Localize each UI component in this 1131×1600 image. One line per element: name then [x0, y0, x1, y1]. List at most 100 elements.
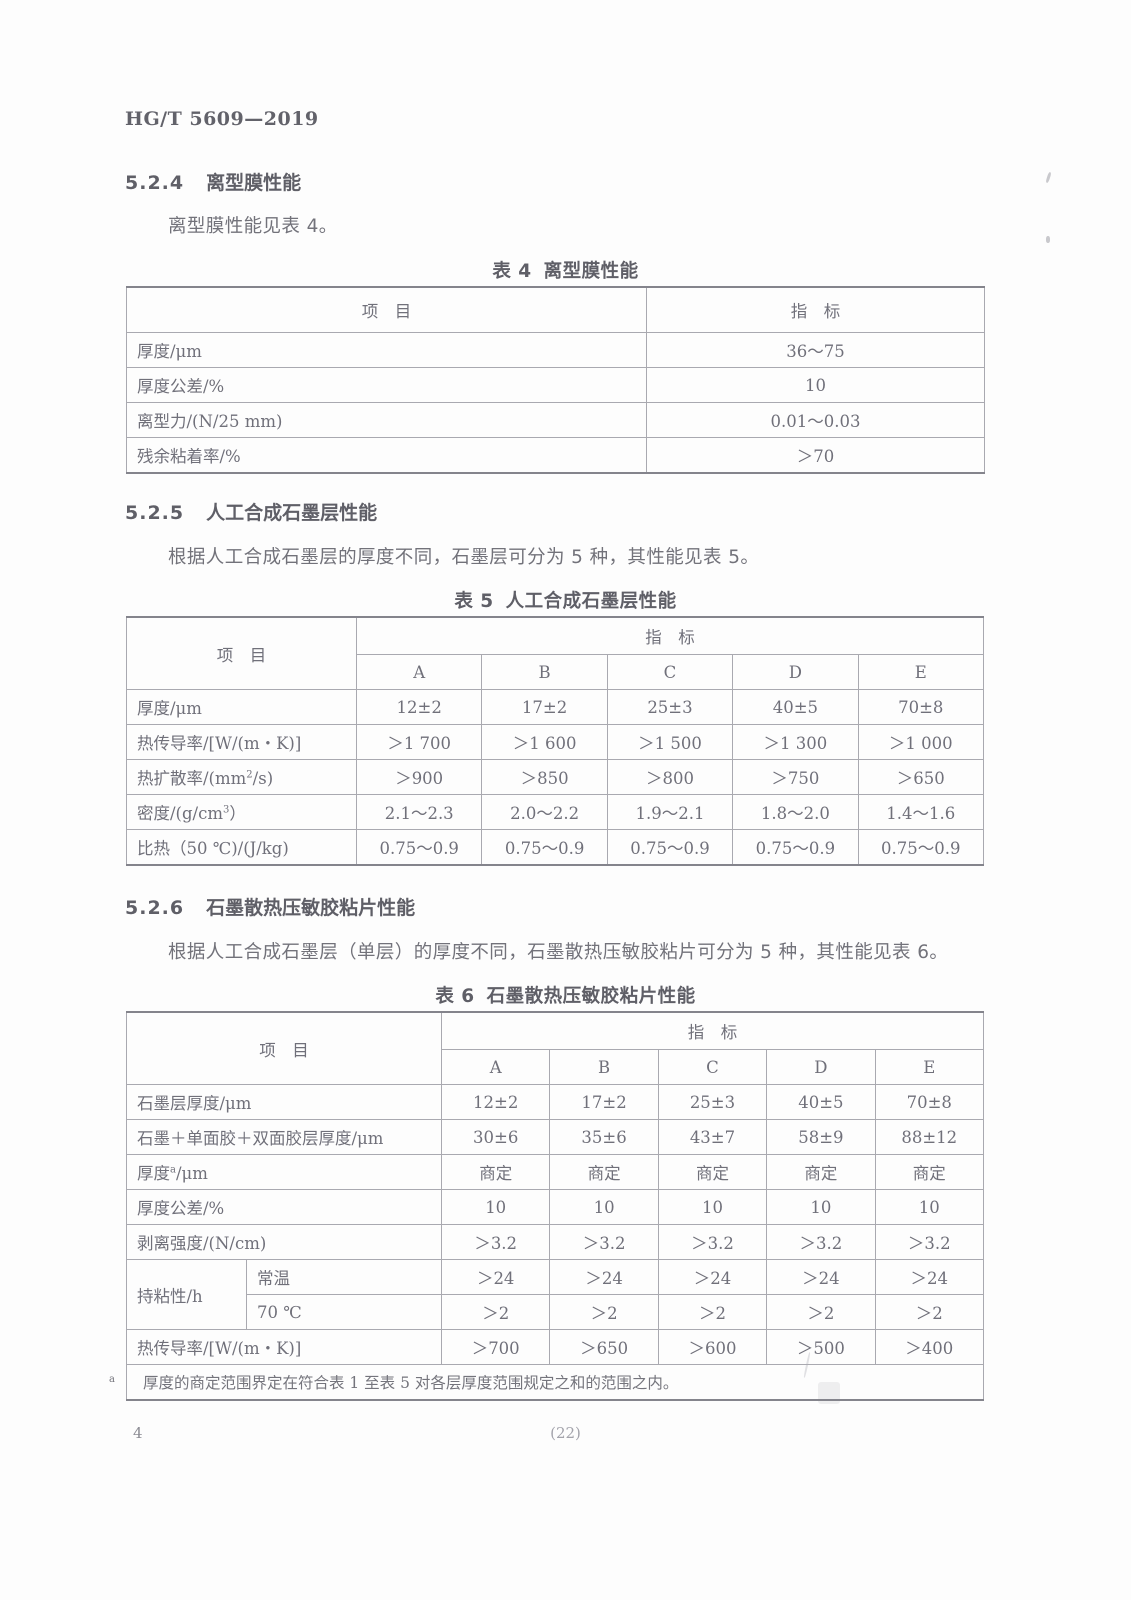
paragraph-5-2-4: 离型膜性能见表 4。: [168, 216, 338, 237]
table-row: 厚度公差/% 10 10 10 10 10: [126, 1189, 985, 1225]
table5-row4-c: 0.75～0.9: [606, 829, 734, 866]
table5-row1-item: 热传导率/[W/(m・K)]: [126, 724, 357, 760]
table4-row2-item: 离型力/(N/25 mm): [126, 402, 647, 438]
table6-row2-b: 商定: [549, 1154, 659, 1190]
table6-header-item: 项 目: [126, 1011, 442, 1085]
table6-header-row-index: 项 目 指 标: [126, 1011, 984, 1085]
table5-caption: 表 5 人工合成石墨层性能: [0, 587, 1131, 613]
table6-row6-e: ＞2: [874, 1294, 985, 1330]
table6-row4-e: ＞3.2: [874, 1224, 985, 1260]
table6-row7-c: ＞600: [657, 1329, 768, 1365]
table-row: 剥离强度/(N/cm) ＞3.2 ＞3.2 ＞3.2 ＞3.2 ＞3.2: [126, 1224, 985, 1260]
table4-header-row: 项 目 指 标: [126, 286, 985, 333]
clause-title: 石墨散热压敏胶粘片性能: [206, 897, 416, 919]
table6-row1-a: 30±6: [440, 1119, 551, 1155]
table4-row3-item: 残余粘着率/%: [126, 437, 647, 474]
unit-base: 密度/(g/cm: [137, 804, 224, 823]
table6-row2-d: 商定: [766, 1154, 876, 1190]
table6-header-row-grades: A B C D E: [127, 1049, 985, 1085]
table5-row4-e: 0.75～0.9: [857, 829, 985, 866]
table5-row3-d: 1.8～2.0: [732, 794, 859, 830]
paragraph-5-2-6: 根据人工合成石墨层（单层）的厚度不同，石墨散热压敏胶粘片可分为 5 种，其性能见…: [168, 942, 949, 963]
table6-row7-b: ＞650: [549, 1329, 659, 1365]
table6-row7-a: ＞700: [440, 1329, 551, 1365]
table4-header-item: 项 目: [126, 286, 647, 333]
table6-row2-e: 商定: [874, 1154, 985, 1190]
clause-number: 5.2.5: [125, 502, 185, 524]
table5-row3-b: 2.0～2.2: [481, 794, 608, 830]
table-row: 比热（50 ℃)/(J/kg) 0.75～0.9 0.75～0.9 0.75～0…: [126, 829, 985, 866]
table4-row2-value: 0.01～0.03: [646, 402, 985, 438]
table6-row3-b: 10: [549, 1189, 659, 1225]
table-row: 残余粘着率/% ＞70: [126, 437, 985, 474]
table5-row2-b: ＞850: [481, 759, 608, 795]
table6-row4-d: ＞3.2: [766, 1224, 876, 1260]
table6-row4-item: 剥离强度/(N/cm): [126, 1224, 442, 1260]
table6-caption-label: 表 6: [435, 986, 475, 1007]
page-number: 4: [133, 1424, 143, 1442]
table6-row1-b: 35±6: [549, 1119, 659, 1155]
table4-row0-value: 36～75: [646, 332, 985, 368]
table5-caption-title: 人工合成石墨层性能: [505, 591, 677, 612]
table5-row4-d: 0.75～0.9: [732, 829, 859, 866]
table6-caption-title: 石墨散热压敏胶粘片性能: [486, 986, 696, 1007]
table6-grade-e: E: [874, 1049, 985, 1085]
unit-exponent: 2: [246, 769, 253, 781]
table4-row1-item: 厚度公差/%: [126, 367, 647, 403]
table6-row0-c: 25±3: [657, 1084, 768, 1120]
unit-base: 热扩散率/(mm: [137, 769, 247, 788]
table-row: 热扩散率/(mm2/s) ＞900 ＞850 ＞800 ＞750 ＞650: [126, 759, 985, 795]
table6-row0-item: 石墨层厚度/μm: [126, 1084, 442, 1120]
table5-row0-b: 17±2: [481, 689, 608, 725]
table5-row1-a: ＞1 700: [355, 724, 483, 760]
table-row: 石墨＋单面胶＋双面胶层厚度/μm 30±6 35±6 43±7 58±9 88±…: [126, 1119, 985, 1155]
table6-row3-d: 10: [766, 1189, 876, 1225]
unit-tail: ）: [229, 804, 246, 823]
table6-row1-d: 58±9: [766, 1119, 876, 1155]
table5-row2-a: ＞900: [355, 759, 483, 795]
clause-number: 5.2.4: [125, 172, 185, 194]
table6-grade-c: C: [657, 1049, 768, 1085]
page-center-mark: (22): [550, 1424, 581, 1442]
table-row: 厚度/μm 36～75: [126, 332, 985, 368]
table-row: 热传导率/[W/(m・K)] ＞1 700 ＞1 600 ＞1 500 ＞1 3…: [126, 724, 985, 760]
table6-row0-b: 17±2: [549, 1084, 659, 1120]
table6-row4-a: ＞3.2: [440, 1224, 551, 1260]
footnote-marker: a: [109, 1373, 115, 1385]
table6-header-index: 指 标: [441, 1011, 984, 1050]
scan-artifact: [1046, 236, 1050, 243]
scan-artifact: [1045, 171, 1052, 184]
table5-row3-c: 1.9～2.1: [606, 794, 734, 830]
table6-footnote-row: a 厚度的商定范围界定在符合表 1 至表 5 对各层厚度范围规定之和的范围之内。: [109, 1364, 984, 1401]
clause-heading-5-2-6: 5.2.6 石墨散热压敏胶粘片性能: [125, 893, 415, 920]
table-row: 厚度公差/% 10: [126, 367, 985, 403]
footnote-text: 厚度的商定范围界定在符合表 1 至表 5 对各层厚度范围规定之和的范围之内。: [142, 1374, 679, 1392]
table6-row5-e: ＞24: [874, 1259, 985, 1295]
table6-row1-item: 石墨＋单面胶＋双面胶层厚度/μm: [126, 1119, 442, 1155]
table6-grade-d: D: [766, 1049, 876, 1085]
table6-row6-d: ＞2: [766, 1294, 876, 1330]
table-row: 70 ℃ ＞2 ＞2 ＞2 ＞2 ＞2: [127, 1294, 985, 1330]
table5-row1-d: ＞1 300: [732, 724, 859, 760]
table-6: 项 目 指 标 A B C D E 石墨层厚度/μm 12±2 17±2 25±…: [109, 1011, 985, 1401]
table6-row4-c: ＞3.2: [657, 1224, 768, 1260]
table5-grade-c: C: [606, 654, 734, 690]
table4-header-index: 指 标: [646, 286, 985, 333]
table5-row1-c: ＞1 500: [606, 724, 734, 760]
unit-exponent: 3: [223, 804, 230, 816]
table6-row0-e: 70±8: [874, 1084, 985, 1120]
table5-caption-label: 表 5: [454, 591, 494, 612]
table6-footnote-cell: a 厚度的商定范围界定在符合表 1 至表 5 对各层厚度范围规定之和的范围之内。: [109, 1364, 984, 1401]
table5-grade-b: B: [481, 654, 608, 690]
table5-row1-b: ＞1 600: [481, 724, 608, 760]
table5-row0-a: 12±2: [355, 689, 483, 725]
table6-row4-b: ＞3.2: [549, 1224, 659, 1260]
table5-grade-d: D: [732, 654, 859, 690]
table6-row3-item: 厚度公差/%: [126, 1189, 442, 1225]
table-5: 项 目 指 标 A B C D E 厚度/μm 12±2 17±2 25±3 4…: [126, 616, 985, 866]
table5-grade-a: A: [355, 654, 483, 690]
table6-row7-item: 热传导率/[W/(m・K)]: [126, 1329, 442, 1365]
table4-caption-title: 离型膜性能: [543, 261, 639, 282]
table5-row0-d: 40±5: [732, 689, 859, 725]
